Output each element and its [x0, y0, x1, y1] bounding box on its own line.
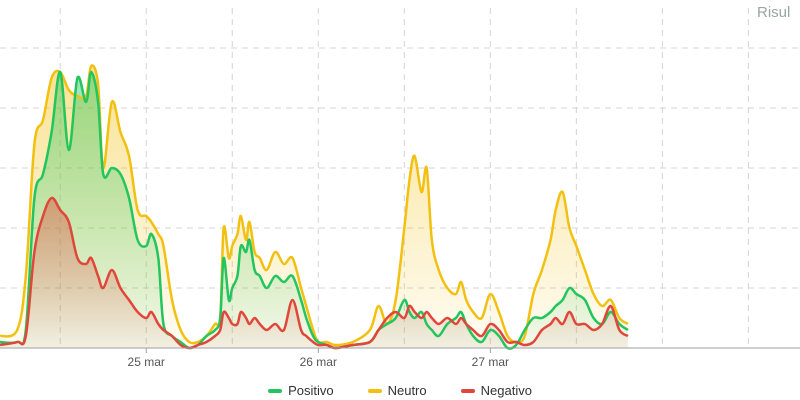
legend-label: Negativo — [480, 383, 532, 398]
line-negativo — [0, 196, 629, 350]
legend-item-positivo[interactable]: Positivo — [268, 383, 334, 398]
legend-label: Neutro — [387, 383, 427, 398]
legend-swatch — [460, 388, 475, 393]
legend-swatch — [268, 388, 283, 393]
x-tick-label: 27 mar — [472, 355, 509, 369]
area-positivo — [0, 71, 628, 349]
x-axis: 25 mar 26 mar 27 mar — [0, 347, 800, 369]
line-positivo — [0, 70, 629, 350]
legend-swatch — [367, 388, 382, 393]
chart-title-fragment: Risul — [757, 4, 791, 21]
x-tick-label: 25 mar — [128, 355, 165, 369]
series-lines — [0, 64, 629, 350]
legend-item-negativo[interactable]: Negativo — [460, 383, 532, 398]
legend: Positivo Neutro Negativo — [0, 383, 800, 398]
x-tick-label: 26 mar — [300, 355, 337, 369]
legend-label: Positivo — [288, 383, 334, 398]
legend-item-neutro[interactable]: Neutro — [367, 383, 427, 398]
